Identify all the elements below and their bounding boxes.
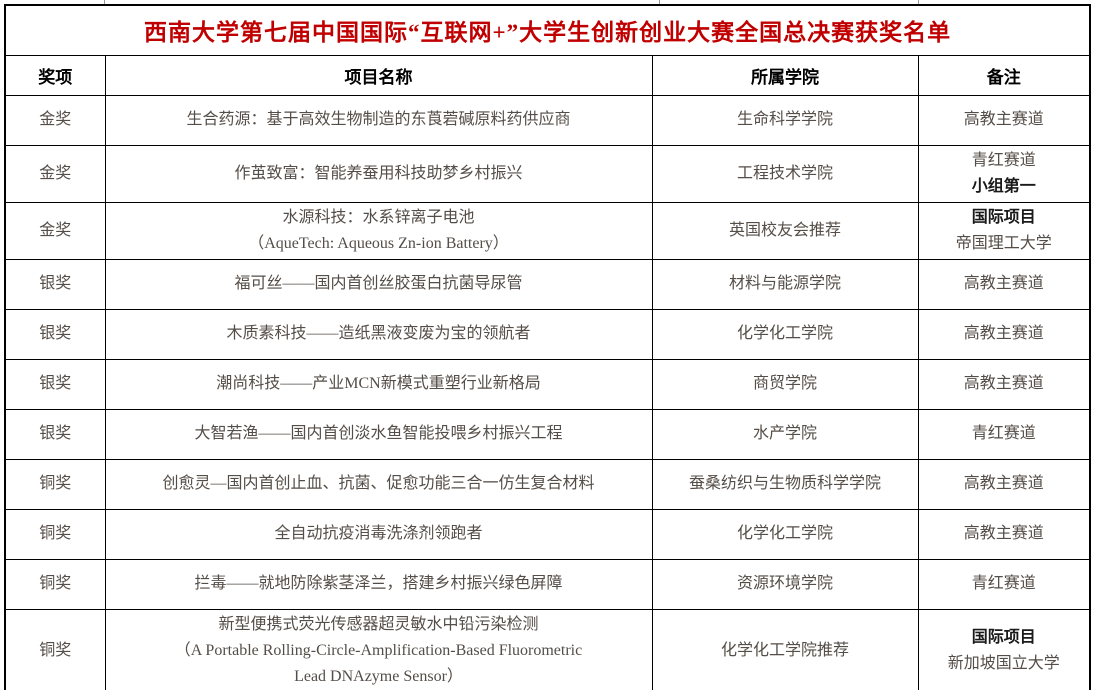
college-cell: 水产学院 (651, 408, 919, 460)
college-cell: 商贸学院 (651, 358, 919, 410)
project-cell: 木质素科技——造纸黑液变废为宝的领航者 (104, 308, 653, 360)
award-cell: 铜奖 (4, 458, 106, 510)
project-line: （AqueTech: Aqueous Zn-ion Battery） (248, 234, 509, 252)
remark-cell: 高教主赛道 (917, 94, 1091, 146)
college-cell: 工程技术学院 (651, 144, 919, 203)
award-cell: 铜奖 (4, 508, 106, 560)
remark-line: 青红赛道 (971, 425, 1036, 442)
project-line: 全自动抗疫消毒洗涤剂领跑者 (274, 525, 483, 542)
college-cell: 生命科学学院 (651, 94, 919, 146)
college-cell: 蚕桑纺织与生物质科学学院 (651, 458, 919, 510)
project-line: 大智若渔——国内首创淡水鱼智能投喂乡村振兴工程 (194, 425, 563, 442)
project-cell: 新型便携式荧光传感器超灵敏水中铅污染检测 （A Portable Rolling-… (104, 608, 653, 690)
project-cell: 大智若渔——国内首创淡水鱼智能投喂乡村振兴工程 (104, 408, 653, 460)
remark-line: 国际项目 (971, 208, 1036, 226)
remark-line: 高教主赛道 (963, 275, 1044, 292)
table-row: 银奖 大智若渔——国内首创淡水鱼智能投喂乡村振兴工程 水产学院 青红赛道 (4, 408, 1091, 460)
project-line: 水源科技：水系锌离子电池 (282, 208, 475, 226)
project-cell: 潮尚科技——产业MCN新模式重塑行业新格局 (104, 358, 653, 410)
college-cell: 化学化工学院 (651, 308, 919, 360)
cropped-gridline (918, 0, 919, 4)
table-row: 银奖 福可丝——国内首创丝胶蛋白抗菌导尿管 材料与能源学院 高教主赛道 (4, 258, 1091, 310)
table-row: 铜奖 新型便携式荧光传感器超灵敏水中铅污染检测 （A Portable Rolli… (4, 608, 1091, 690)
column-header-remark: 备注 (917, 54, 1091, 96)
table-row: 金奖 作茧致富：智能养蚕用科技助梦乡村振兴 工程技术学院 青红赛道小组第一 (4, 144, 1091, 203)
column-header-award: 奖项 (4, 54, 106, 96)
remark-cell: 高教主赛道 (917, 308, 1091, 360)
remark-line: 高教主赛道 (963, 111, 1044, 128)
remark-line: 高教主赛道 (963, 325, 1044, 342)
project-cell: 拦毒——就地防除紫茎泽兰，搭建乡村振兴绿色屏障 (104, 558, 653, 610)
college-cell: 资源环境学院 (651, 558, 919, 610)
remark-line: 小组第一 (971, 177, 1036, 195)
table-row: 铜奖 全自动抗疫消毒洗涤剂领跑者 化学化工学院 高教主赛道 (4, 508, 1091, 560)
remark-cell: 国际项目帝国理工大学 (917, 201, 1091, 260)
award-cell: 金奖 (4, 144, 106, 203)
project-cell: 生合药源：基于高效生物制造的东莨菪碱原料药供应商 (104, 94, 653, 146)
remark-cell: 高教主赛道 (917, 508, 1091, 560)
table-row: 铜奖 创愈灵—国内首创止血、抗菌、促愈功能三合一仿生复合材料 蚕桑纺织与生物质科… (4, 458, 1091, 510)
remark-cell: 国际项目新加坡国立大学 (917, 608, 1091, 690)
column-header-project: 项目名称 (104, 54, 653, 96)
table-row: 银奖 木质素科技——造纸黑液变废为宝的领航者 化学化工学院 高教主赛道 (4, 308, 1091, 360)
project-line: 福可丝——国内首创丝胶蛋白抗菌导尿管 (234, 275, 523, 292)
project-line: 拦毒——就地防除紫茎泽兰，搭建乡村振兴绿色屏障 (194, 575, 563, 592)
remark-cell: 高教主赛道 (917, 458, 1091, 510)
remark-cell: 青红赛道 (917, 408, 1091, 460)
project-line: 作茧致富：智能养蚕用科技助梦乡村振兴 (234, 164, 523, 182)
remark-cell: 青红赛道 小组第一 (917, 144, 1091, 203)
table-body: 金奖 生合药源：基于高效生物制造的东莨菪碱原料药供应商 生命科学学院 高教主赛道… (4, 94, 1091, 690)
column-header-college: 所属学院 (651, 54, 919, 96)
project-line: 生合药源：基于高效生物制造的东莨菪碱原料药供应商 (186, 111, 571, 128)
remark-line: 青红赛道 (971, 151, 1036, 169)
award-cell: 银奖 (4, 358, 106, 410)
project-line: 木质素科技——造纸黑液变废为宝的领航者 (226, 325, 531, 342)
award-cell: 金奖 (4, 201, 106, 260)
remark-line: 帝国理工大学 (955, 234, 1052, 252)
award-cell: 银奖 (4, 258, 106, 310)
awards-table: 西南大学第七届中国国际“互联网+”大学生创新创业大赛全国总决赛获奖名单 奖项 项… (4, 4, 1092, 690)
remark-cell: 高教主赛道 (917, 358, 1091, 410)
project-line: 潮尚科技——产业MCN新模式重塑行业新格局 (216, 375, 541, 392)
college-cell: 化学化工学院 (651, 508, 919, 560)
project-line: 新型便携式荧光传感器超灵敏水中铅污染检测 (218, 615, 539, 633)
table-row: 铜奖 拦毒——就地防除紫茎泽兰，搭建乡村振兴绿色屏障 资源环境学院 青红赛道 (4, 558, 1091, 610)
header-row: 奖项 项目名称 所属学院 备注 (4, 54, 1091, 96)
remark-line: 国际项目 (971, 628, 1036, 646)
cropped-gridline (659, 0, 660, 4)
project-cell: 全自动抗疫消毒洗涤剂领跑者 (104, 508, 653, 560)
college-cell: 材料与能源学院 (651, 258, 919, 310)
project-cell: 水源科技：水系锌离子电池 （AqueTech: Aqueous Zn-ion Ba… (104, 201, 653, 260)
college-cell: 英国校友会推荐 (651, 201, 919, 260)
award-cell: 银奖 (4, 308, 106, 360)
award-cell: 金奖 (4, 94, 106, 146)
table-title: 西南大学第七届中国国际“互联网+”大学生创新创业大赛全国总决赛获奖名单 (4, 4, 1091, 56)
project-line: （A Portable Rolling-Circle-Amplification… (174, 641, 583, 659)
table-row: 金奖 水源科技：水系锌离子电池 （AqueTech: Aqueous Zn-ion… (4, 201, 1091, 260)
remark-line: 高教主赛道 (963, 525, 1044, 542)
table-row: 金奖 生合药源：基于高效生物制造的东莨菪碱原料药供应商 生命科学学院 高教主赛道 (4, 94, 1091, 146)
project-cell: 福可丝——国内首创丝胶蛋白抗菌导尿管 (104, 258, 653, 310)
project-line: 创愈灵—国内首创止血、抗菌、促愈功能三合一仿生复合材料 (162, 475, 595, 492)
cropped-gridline (104, 0, 105, 4)
remark-cell: 青红赛道 (917, 558, 1091, 610)
award-cell: 银奖 (4, 408, 106, 460)
remark-cell: 高教主赛道 (917, 258, 1091, 310)
remark-line: 青红赛道 (971, 575, 1036, 592)
award-cell: 铜奖 (4, 558, 106, 610)
remark-line: 新加坡国立大学 (947, 654, 1060, 672)
title-row: 西南大学第七届中国国际“互联网+”大学生创新创业大赛全国总决赛获奖名单 (4, 4, 1091, 56)
project-line: Lead DNAzyme Sensor） (294, 667, 463, 685)
remark-line: 高教主赛道 (963, 375, 1044, 392)
remark-line: 高教主赛道 (963, 475, 1044, 492)
award-cell: 铜奖 (4, 608, 106, 690)
project-cell: 作茧致富：智能养蚕用科技助梦乡村振兴 (104, 144, 653, 203)
project-cell: 创愈灵—国内首创止血、抗菌、促愈功能三合一仿生复合材料 (104, 458, 653, 510)
college-cell: 化学化工学院推荐 (651, 608, 919, 690)
table-row: 银奖 潮尚科技——产业MCN新模式重塑行业新格局 商贸学院 高教主赛道 (4, 358, 1091, 410)
